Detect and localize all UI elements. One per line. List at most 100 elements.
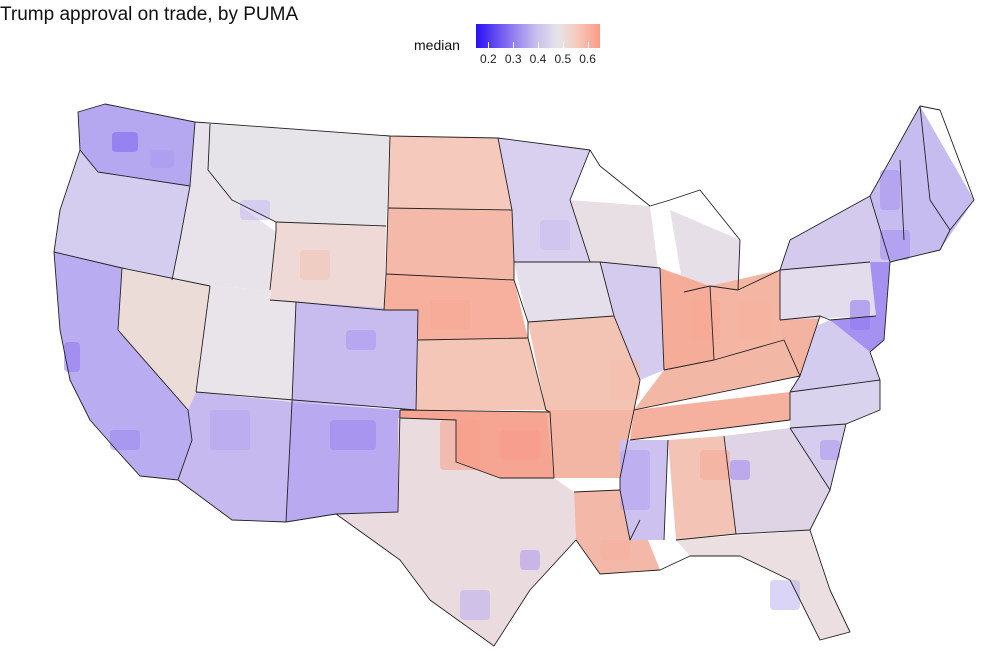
region-florida [676, 530, 850, 640]
puma-patch [440, 420, 480, 470]
legend-tick-mark [488, 42, 490, 48]
region-oregon [54, 150, 190, 280]
puma-patch [64, 342, 80, 372]
border-nv-ut [195, 285, 211, 393]
region-california [54, 252, 192, 480]
chart-title: Trump approval on trade, by PUMA [0, 4, 299, 25]
puma-patch [600, 540, 630, 560]
border-wi-il [599, 261, 661, 269]
border-pa-va [819, 315, 877, 321]
puma-patch [430, 300, 470, 330]
border-four-corners [195, 391, 417, 411]
region-north-dakota [388, 136, 512, 210]
border-il-in [659, 267, 665, 371]
region-texas [336, 418, 576, 646]
region-illinois [600, 262, 664, 380]
border-nm-tx [335, 409, 401, 515]
border-ca-nv [117, 267, 193, 481]
puma-patch [730, 460, 750, 480]
region-kansas [416, 338, 546, 410]
legend-tick-label: 0.3 [504, 52, 522, 66]
puma-patch [300, 250, 330, 280]
region-georgia [724, 428, 830, 534]
border-ut-co [269, 299, 297, 523]
state-borders [53, 103, 975, 647]
region-mid-atlantic [830, 262, 890, 352]
puma-patch [820, 440, 840, 460]
border-ok-tx [399, 417, 554, 479]
border-ks-ok [399, 409, 551, 413]
border-tn-south [629, 392, 791, 441]
border-id [171, 121, 196, 281]
border-in-oh [709, 285, 715, 361]
puma-patch [540, 220, 570, 250]
color-legend: median 0.2 0.3 0.4 0.5 0.6 [414, 22, 614, 72]
region-idaho [172, 122, 276, 290]
border-ga-sc [789, 427, 831, 491]
border-co-wy [295, 301, 419, 411]
border-ny-ne [869, 195, 891, 263]
puma-patch [460, 590, 490, 620]
legend-tick-label: 0.2 [480, 52, 497, 66]
puma-patch [560, 440, 590, 470]
border-id-mt [207, 123, 277, 291]
border-mn-wi [569, 149, 591, 263]
region-indiana [660, 268, 714, 370]
border-nc-sc [789, 423, 847, 429]
border-mi-in-oh [683, 285, 739, 293]
border-pa-ny [779, 261, 871, 271]
puma-patch [690, 300, 720, 340]
puma-patch [770, 580, 800, 610]
puma-patch [346, 330, 376, 350]
region-kentucky [634, 340, 800, 410]
border-ia-mo [527, 315, 615, 323]
legend-title: median [414, 37, 460, 53]
border-va-nc [789, 379, 881, 393]
region-tennessee [630, 392, 790, 440]
legend-tick-label: 0.5 [554, 52, 572, 66]
region-new-york [780, 196, 890, 270]
border-ohio-river [663, 339, 801, 377]
border-mississippi-river [599, 261, 641, 541]
puma-patch [740, 300, 770, 340]
puma-patch [150, 150, 174, 168]
puma-patch [520, 550, 540, 570]
region-new-england [870, 106, 974, 262]
region-michigan [670, 210, 740, 292]
region-south-dakota [386, 208, 514, 280]
national-outline [53, 103, 975, 647]
legend-tick-label: 0.4 [529, 52, 547, 66]
puma-patch [850, 300, 870, 330]
border-ga-fl [675, 529, 811, 541]
region-iowa [514, 262, 614, 322]
border-ne-ks [417, 337, 529, 341]
region-wisconsin [570, 200, 658, 268]
puma-patch [112, 132, 138, 152]
puma-detail [64, 132, 910, 620]
border-ar-la [573, 489, 621, 493]
legend-tick-mark [562, 42, 564, 48]
region-west-virginia [780, 316, 820, 376]
puma-patch [700, 450, 730, 480]
border-new-england [899, 105, 951, 241]
puma-patch [610, 360, 640, 400]
puma-patch [210, 410, 250, 450]
puma-patch [500, 430, 540, 460]
border-wa-or [79, 149, 191, 187]
puma-patch [330, 420, 376, 450]
border-nd-sd [387, 207, 513, 211]
region-louisiana [574, 490, 660, 574]
legend-tick-mark [538, 42, 539, 48]
region-colorado [292, 302, 418, 410]
state-fills [54, 104, 974, 646]
legend-tick-mark [587, 42, 589, 48]
region-utah [196, 286, 296, 402]
border-sd-ne [385, 273, 515, 281]
legend-tick-label: 0.6 [579, 52, 596, 66]
legend-tick-mark [513, 42, 515, 48]
border-al-ga [723, 435, 737, 535]
puma-patch [880, 170, 900, 210]
puma-patch [110, 430, 140, 450]
border-dakotas [383, 135, 391, 311]
